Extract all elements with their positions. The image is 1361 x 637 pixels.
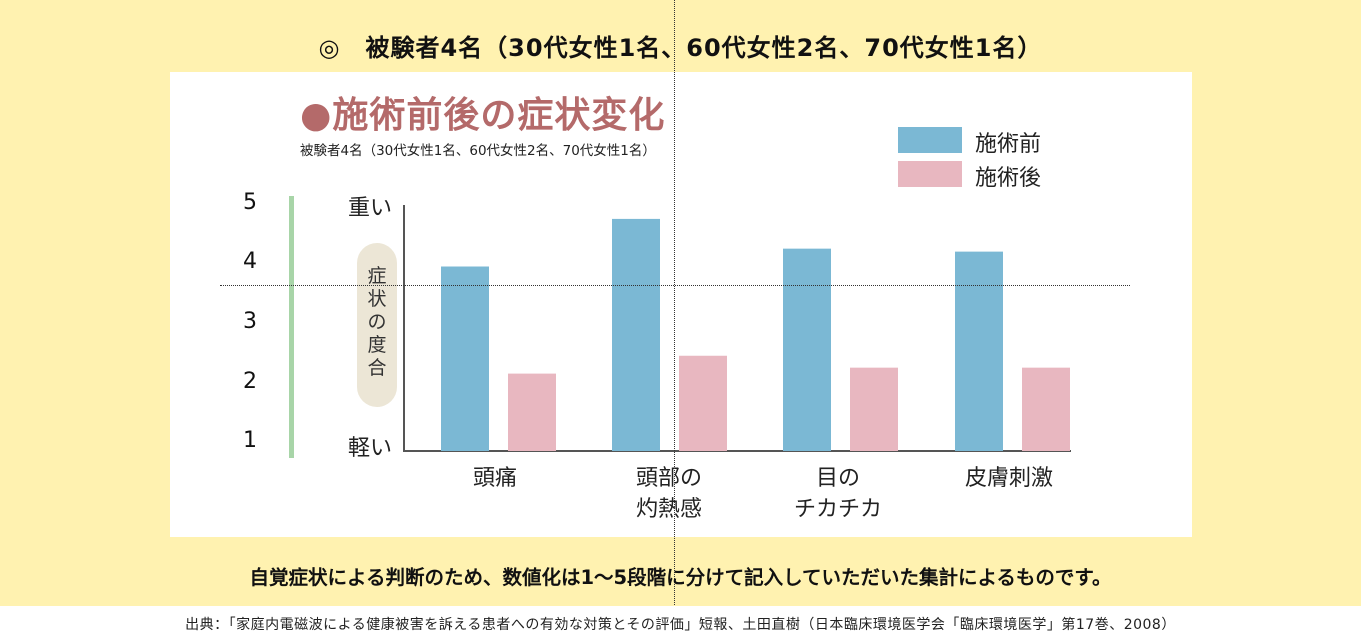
y-axis-label-pill: 症状の度合: [357, 243, 397, 407]
category-label: 目の チカチカ: [793, 466, 882, 522]
axis-bottom-label: 軽い: [348, 436, 393, 461]
chart-panel: [170, 72, 1192, 537]
scale-number: 5: [243, 190, 257, 215]
scale-number: 3: [243, 309, 257, 334]
bar-before-3: [783, 248, 831, 451]
legend-swatch-after: [898, 161, 962, 187]
bar-before-1: [441, 266, 489, 451]
x-axis-line: [403, 450, 1071, 452]
category-label: 頭痛: [472, 466, 517, 491]
scale-number: 2: [243, 369, 257, 394]
note-text: 自覚症状による判断のため、数値化は1〜5段階に分けて記入していただいた集計による…: [249, 566, 1112, 589]
guide-line-vertical: [674, 0, 675, 637]
axis-top-label: 重い: [348, 196, 393, 221]
legend-label-before: 施術前: [975, 132, 1042, 157]
bar-before-2: [612, 218, 660, 451]
scale-bar: [289, 196, 294, 458]
footer-bar: [0, 606, 1361, 637]
guide-line-horizontal: [220, 285, 1130, 286]
chart-title: ●施術前後の症状変化: [300, 95, 666, 136]
scale-number: 4: [243, 249, 257, 274]
scale-number: 1: [243, 428, 257, 453]
bar-after-2: [679, 355, 727, 451]
category-label: 皮膚刺激: [964, 466, 1053, 491]
legend-swatch-before: [898, 127, 962, 153]
category-label: 頭部の 灼熱感: [635, 466, 702, 522]
legend-label-after: 施術後: [975, 166, 1042, 191]
bar-after-1: [508, 373, 556, 451]
bar-after-3: [850, 367, 898, 451]
bar-after-4: [1022, 367, 1070, 451]
y-axis-line: [403, 205, 405, 452]
chart-subtitle: 被験者4名（30代女性1名、60代女性2名、70代女性1名）: [300, 143, 656, 159]
y-axis-label: 症状の度合: [367, 265, 387, 379]
page-title: ◎ 被験者4名（30代女性1名、60代女性2名、70代女性1名）: [318, 34, 1043, 62]
source-citation: 出典：「家庭内電磁波による健康被害を訴える患者への有効な対策とその評価」短報、土…: [185, 617, 1176, 633]
bar-before-4: [955, 251, 1003, 451]
